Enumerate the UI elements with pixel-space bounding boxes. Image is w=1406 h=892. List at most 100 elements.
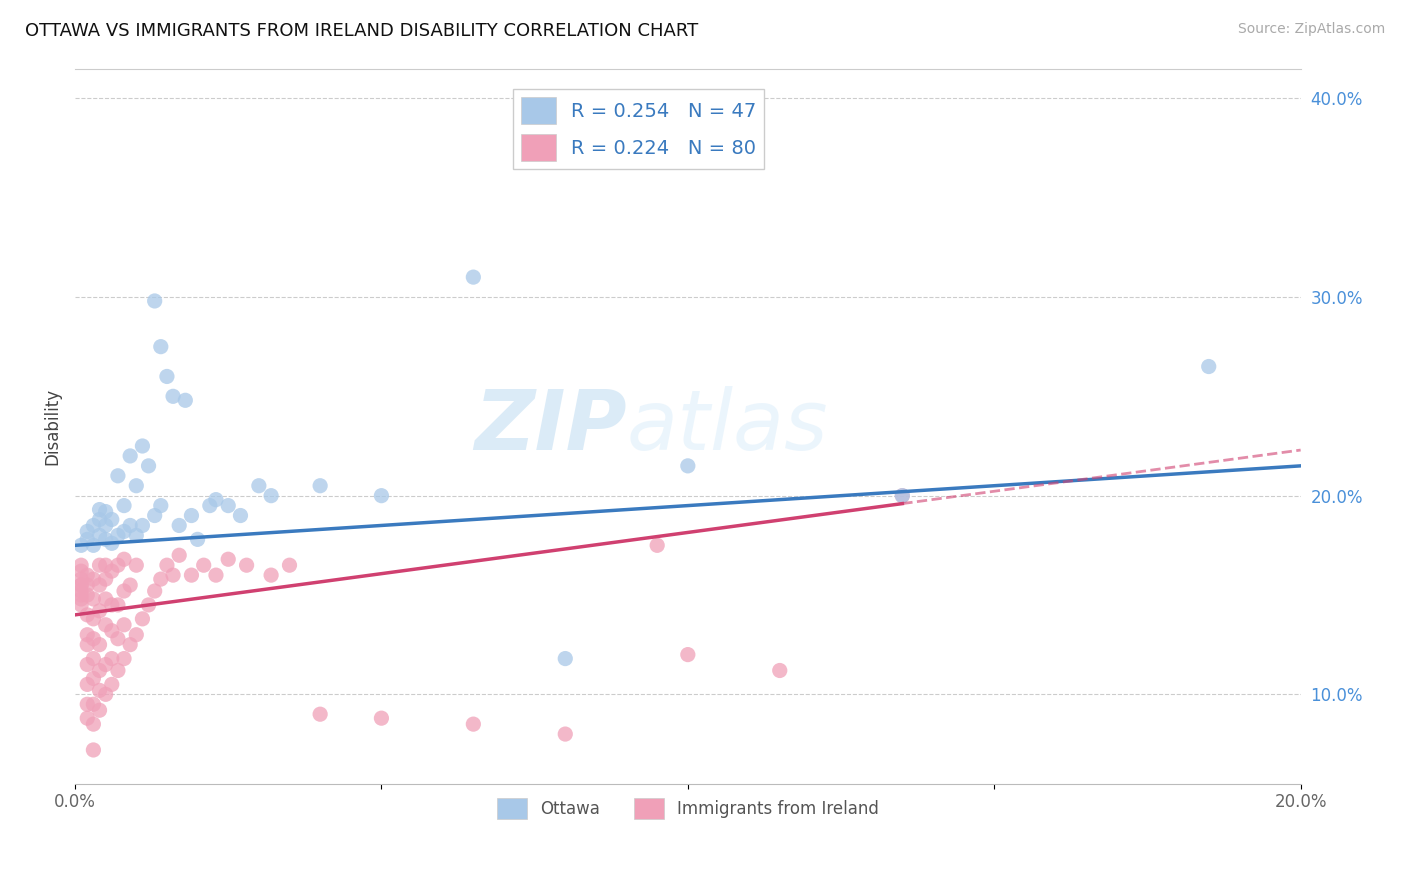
Point [70,588,93,602]
Point [101,624,124,638]
Point [891,489,914,503]
Point [82,717,104,731]
Point [198,499,221,513]
Point [70,564,93,578]
Point [89,512,111,526]
Point [76,677,98,691]
Point [112,651,135,665]
Point [143,584,166,599]
Point [76,533,98,547]
Text: Source: ZipAtlas.com: Source: ZipAtlas.com [1237,22,1385,37]
Point [101,651,124,665]
Point [120,518,142,533]
Point [131,518,153,533]
Point [94,518,117,533]
Point [554,727,576,741]
Point [101,512,124,526]
Point [156,369,179,384]
Point [107,598,129,612]
Point [107,528,129,542]
Point [769,664,792,678]
Point [891,489,914,503]
Point [167,548,190,562]
Point [89,502,111,516]
Point [229,508,252,523]
Text: OTTAWA VS IMMIGRANTS FROM IRELAND DISABILITY CORRELATION CHART: OTTAWA VS IMMIGRANTS FROM IRELAND DISABI… [25,22,699,40]
Point [120,578,142,592]
Point [138,458,160,473]
Point [554,651,576,665]
Point [94,657,117,672]
Point [138,598,160,612]
Point [107,468,129,483]
Point [247,479,270,493]
Point [94,572,117,586]
Point [89,638,111,652]
Point [235,558,257,573]
Point [120,638,142,652]
Point [89,558,111,573]
Point [70,558,93,573]
Point [76,524,98,539]
Point [76,628,98,642]
Point [156,558,179,573]
Point [82,572,104,586]
Point [70,538,93,552]
Point [70,591,93,606]
Point [463,717,485,731]
Point [187,533,209,547]
Point [309,479,332,493]
Point [217,552,239,566]
Point [112,524,135,539]
Point [76,588,98,602]
Point [149,499,172,513]
Text: ZIP: ZIP [474,385,627,467]
Point [112,499,135,513]
Point [94,504,117,518]
Point [370,711,392,725]
Point [89,683,111,698]
Point [149,340,172,354]
Point [82,518,104,533]
Point [107,632,129,646]
Point [101,677,124,691]
Point [89,664,111,678]
Point [76,698,98,712]
Point [143,508,166,523]
Point [260,489,283,503]
Point [676,648,699,662]
Point [180,508,202,523]
Point [217,499,239,513]
Point [89,604,111,618]
Point [89,528,111,542]
Point [82,698,104,712]
Point [131,439,153,453]
Point [463,270,485,285]
Point [180,568,202,582]
Point [94,617,117,632]
Point [76,657,98,672]
Point [70,598,93,612]
Point [76,638,98,652]
Point [205,492,228,507]
Point [174,393,197,408]
Point [89,703,111,717]
Point [76,607,98,622]
Point [82,632,104,646]
Point [94,533,117,547]
Point [101,564,124,578]
Point [94,591,117,606]
Point [89,578,111,592]
Point [125,628,148,642]
Point [112,617,135,632]
Point [101,536,124,550]
Point [1198,359,1220,374]
Point [125,479,148,493]
Point [143,293,166,308]
Point [167,518,190,533]
Point [125,558,148,573]
Point [112,552,135,566]
Point [131,612,153,626]
Point [162,389,184,403]
Point [94,687,117,701]
